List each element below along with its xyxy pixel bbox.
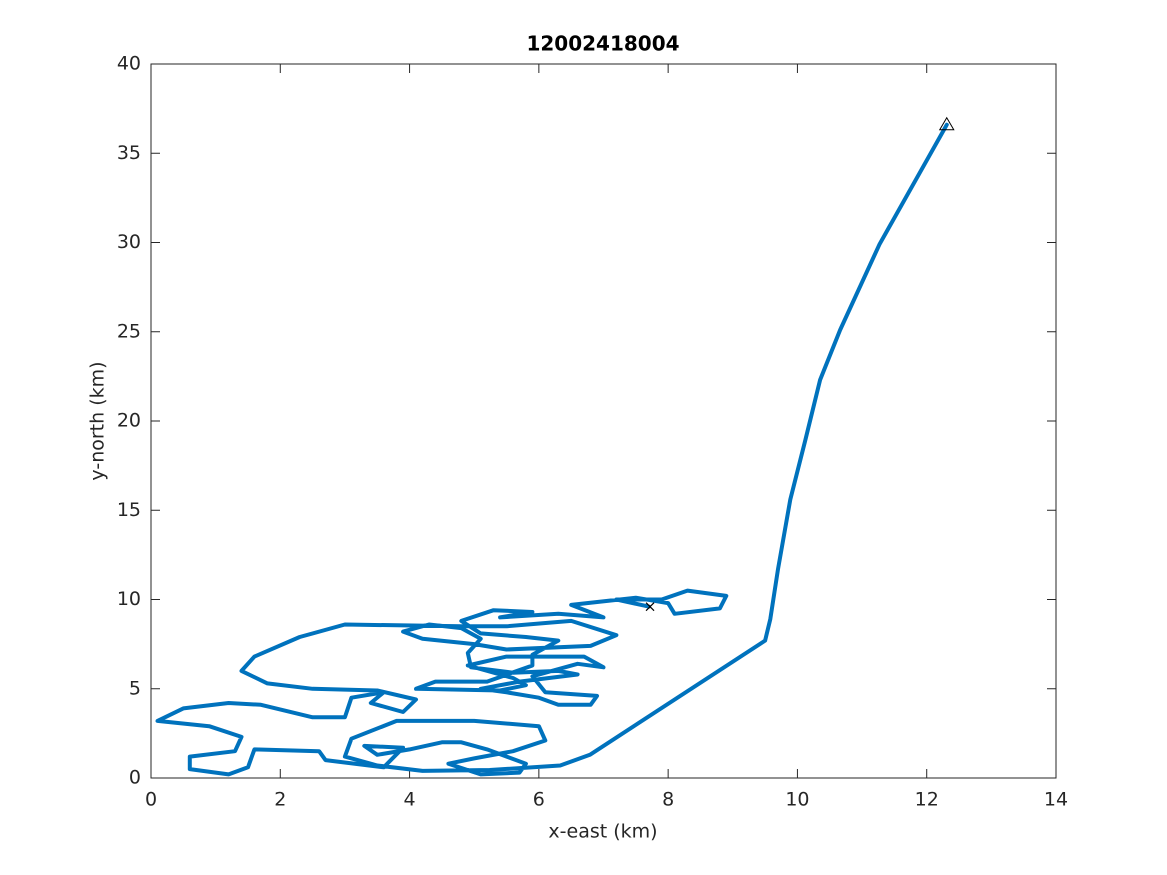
start-marker: [938, 116, 955, 131]
x-tick-label: 10: [785, 789, 809, 811]
plot-frame: [150, 63, 1057, 779]
y-tick-label: 5: [129, 677, 141, 699]
track-line: [155, 122, 949, 777]
y-tick-label: 15: [117, 499, 141, 521]
x-tick-label: 6: [533, 789, 545, 811]
chart-title: 12002418004: [526, 32, 679, 56]
end-marker: [645, 602, 655, 612]
y-tick-label: 40: [117, 53, 141, 75]
y-tick-label: 20: [117, 410, 141, 432]
y-tick-label: 25: [117, 320, 141, 342]
y-tick-label: 30: [117, 231, 141, 253]
x-tick-label: 8: [662, 789, 674, 811]
x-tick-label: 14: [1044, 789, 1068, 811]
y-tick-label: 0: [129, 767, 141, 789]
y-tick-label: 10: [117, 588, 141, 610]
x-tick-label: 4: [404, 789, 416, 811]
x-tick-label: 0: [145, 789, 157, 811]
x-axis-label: x-east (km): [548, 821, 657, 843]
x-tick-label: 2: [274, 789, 286, 811]
y-axis-label: y-north (km): [87, 361, 109, 480]
x-tick-label: 12: [915, 789, 939, 811]
y-tick-label: 35: [117, 142, 141, 164]
